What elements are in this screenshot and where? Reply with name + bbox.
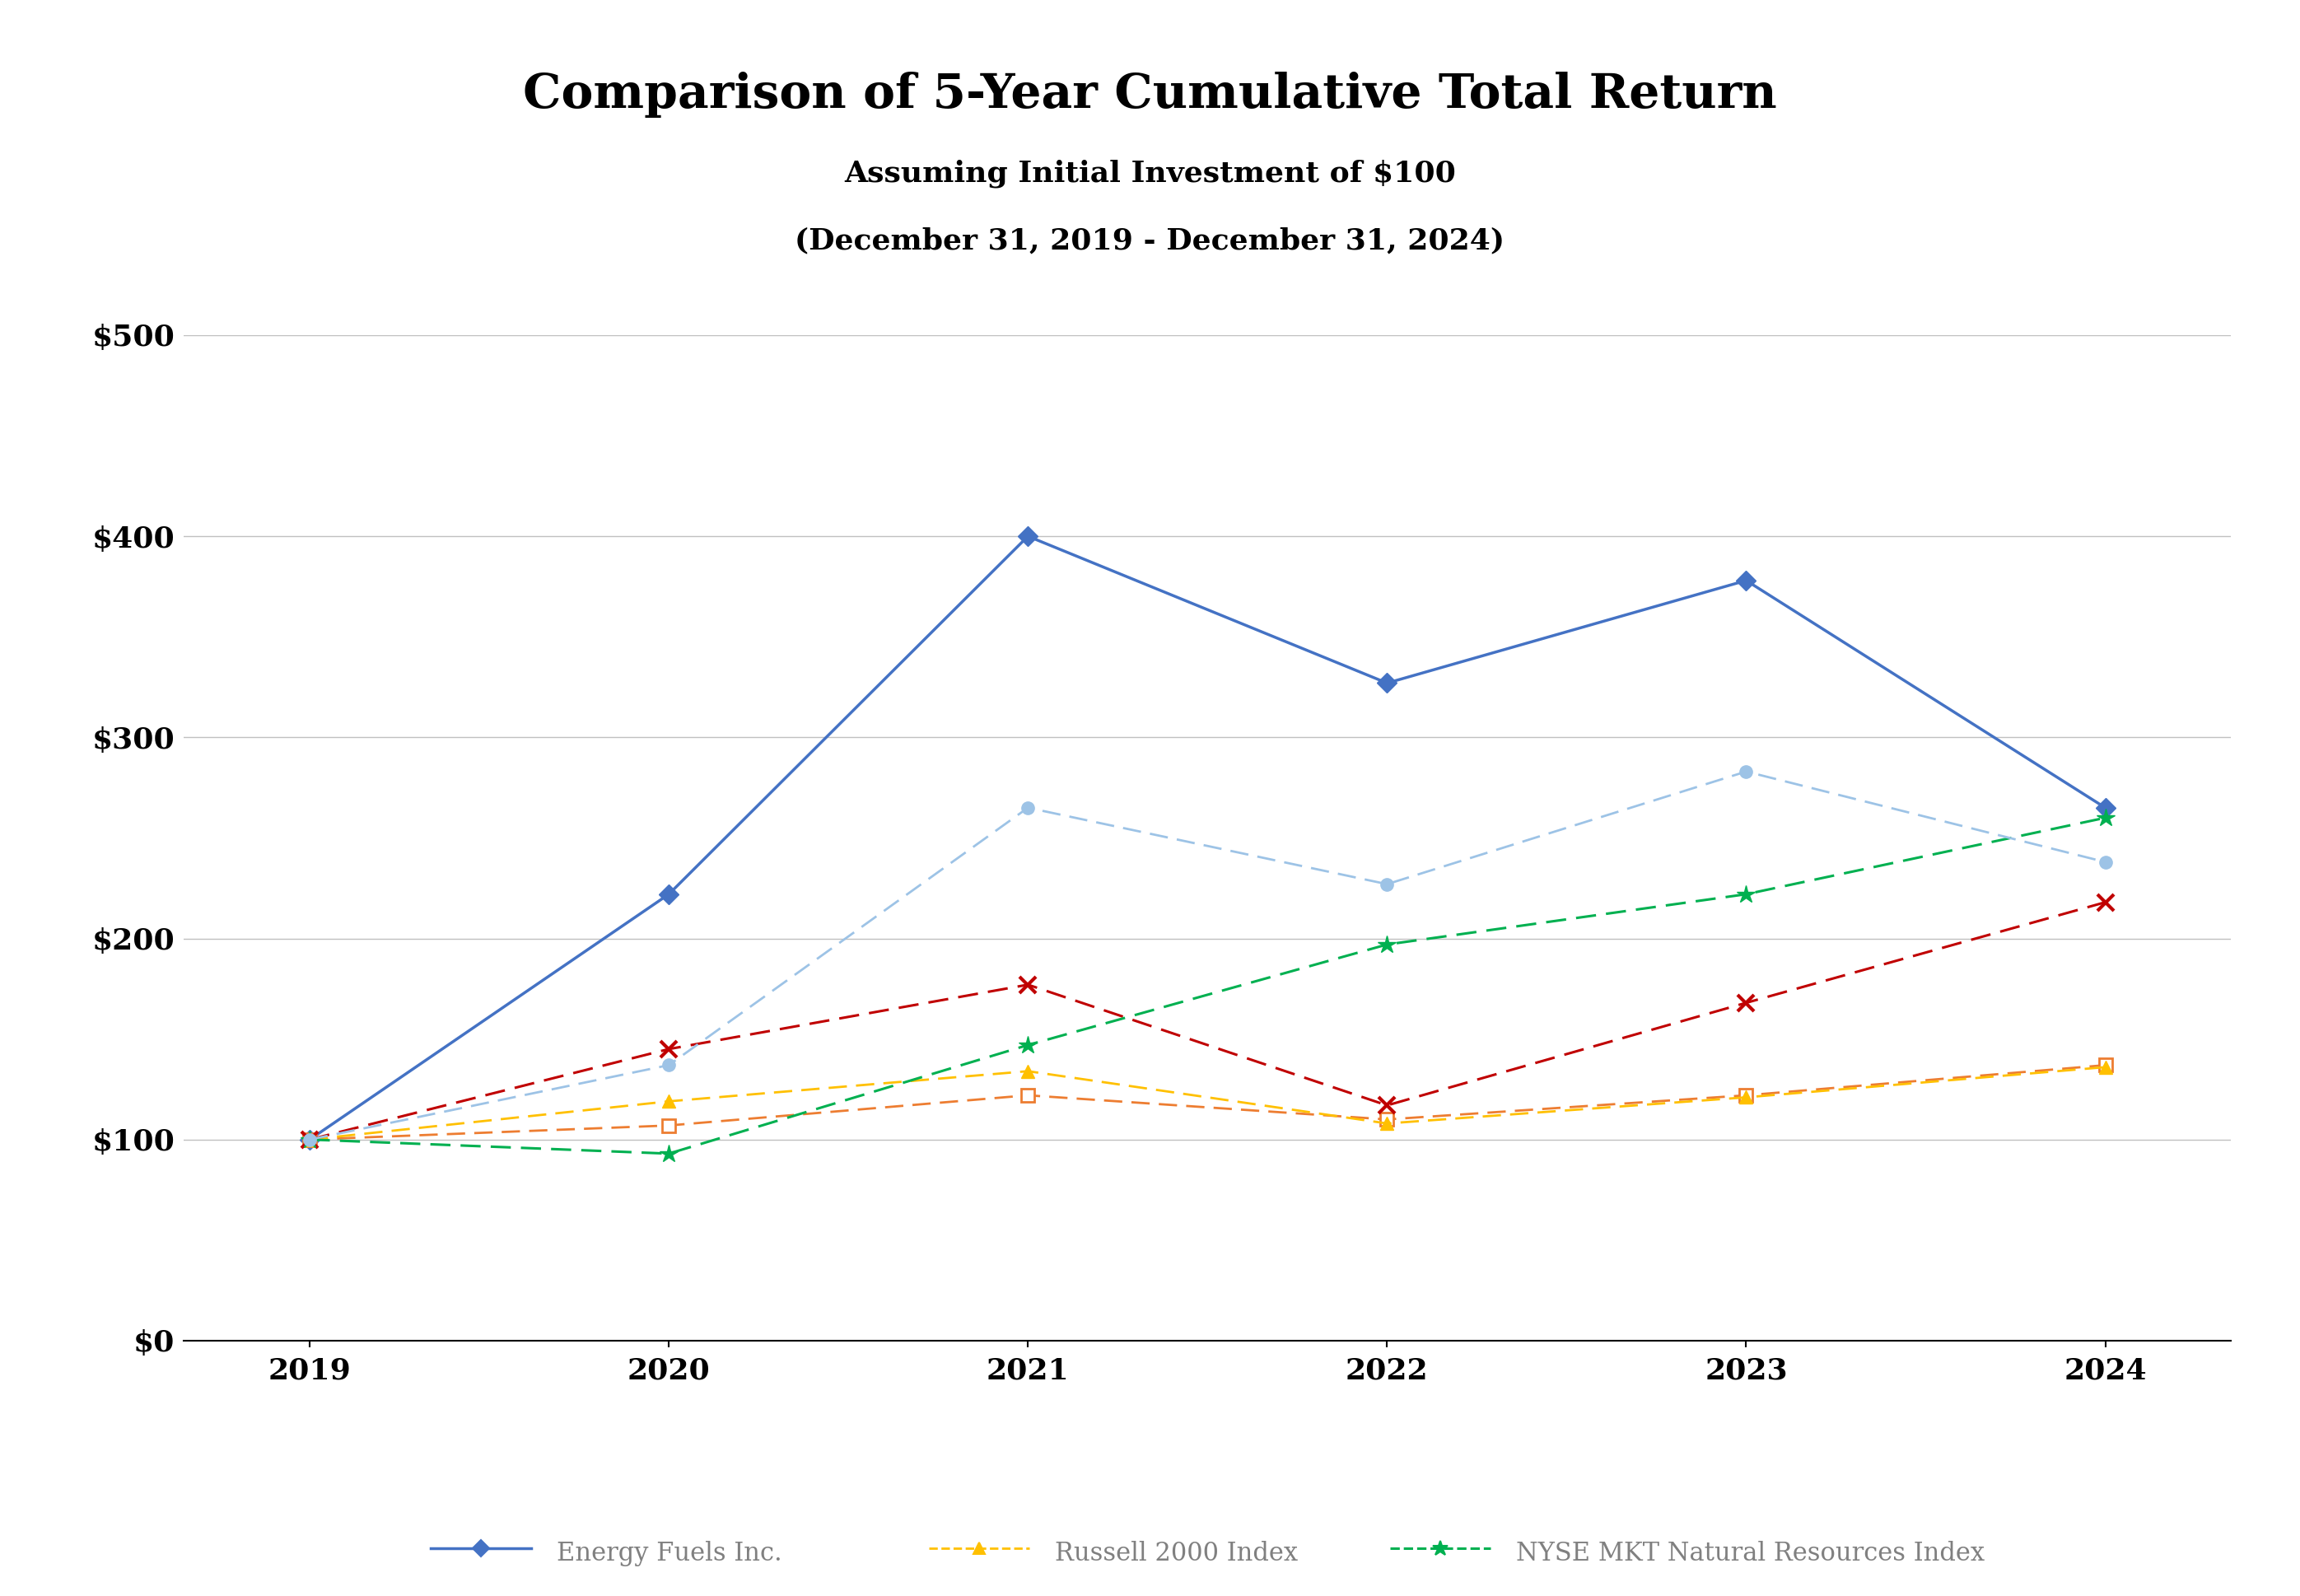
Peer Group [297, 1130, 324, 1149]
NYSE MKT Natural Resources Index [297, 1130, 324, 1149]
Russell 2000 Index [655, 1092, 683, 1111]
Energy Fuels Inc. [297, 1130, 324, 1149]
Text: (December 31, 2019 - December 31, 2024): (December 31, 2019 - December 31, 2024) [796, 227, 1504, 255]
NYSE Composite Index [1373, 1109, 1401, 1128]
Energy Fuels Inc. [1732, 571, 1760, 591]
Peer Group [655, 1055, 683, 1074]
Energy Fuels Inc. [1014, 527, 1042, 546]
NASDAQ Composite [655, 1039, 683, 1058]
NYSE MKT Natural Resources Index [1732, 884, 1760, 903]
Text: Comparison of 5-Year Cumulative Total Return: Comparison of 5-Year Cumulative Total Re… [522, 72, 1778, 118]
NASDAQ Composite [297, 1130, 324, 1149]
NYSE MKT Natural Resources Index [1014, 1036, 1042, 1055]
Peer Group [1014, 798, 1042, 817]
Energy Fuels Inc. [2091, 798, 2118, 817]
NYSE Composite Index [2091, 1055, 2118, 1074]
NASDAQ Composite [1732, 993, 1760, 1012]
NYSE Composite Index [655, 1116, 683, 1135]
Russell 2000 Index [1373, 1114, 1401, 1133]
NYSE MKT Natural Resources Index [2091, 808, 2118, 827]
NYSE MKT Natural Resources Index [1373, 935, 1401, 954]
Line: NYSE MKT Natural Resources Index: NYSE MKT Natural Resources Index [301, 809, 2114, 1163]
Energy Fuels Inc. [1373, 674, 1401, 693]
Peer Group [2091, 852, 2118, 871]
Energy Fuels Inc. [655, 884, 683, 903]
NYSE Composite Index [1014, 1085, 1042, 1104]
Peer Group [1373, 875, 1401, 894]
Russell 2000 Index [1732, 1088, 1760, 1108]
NYSE Composite Index [297, 1130, 324, 1149]
Line: Russell 2000 Index: Russell 2000 Index [304, 1060, 2111, 1146]
NYSE Composite Index [1732, 1085, 1760, 1104]
Legend: Energy Fuels Inc., NYSE Composite Index, Russell 2000 Index, NASDAQ Composite, N: Energy Fuels Inc., NYSE Composite Index,… [419, 1524, 1996, 1596]
NYSE MKT Natural Resources Index [655, 1144, 683, 1163]
Russell 2000 Index [1014, 1061, 1042, 1080]
Line: NASDAQ Composite: NASDAQ Composite [301, 894, 2114, 1148]
Line: Peer Group: Peer Group [304, 764, 2111, 1146]
Line: NYSE Composite Index: NYSE Composite Index [304, 1058, 2111, 1146]
Russell 2000 Index [297, 1130, 324, 1149]
Line: Energy Fuels Inc.: Energy Fuels Inc. [304, 530, 2111, 1146]
Text: Assuming Initial Investment of $100: Assuming Initial Investment of $100 [844, 160, 1456, 188]
Peer Group [1732, 761, 1760, 780]
NASDAQ Composite [1373, 1096, 1401, 1116]
NASDAQ Composite [1014, 975, 1042, 994]
NASDAQ Composite [2091, 892, 2118, 911]
Russell 2000 Index [2091, 1058, 2118, 1077]
